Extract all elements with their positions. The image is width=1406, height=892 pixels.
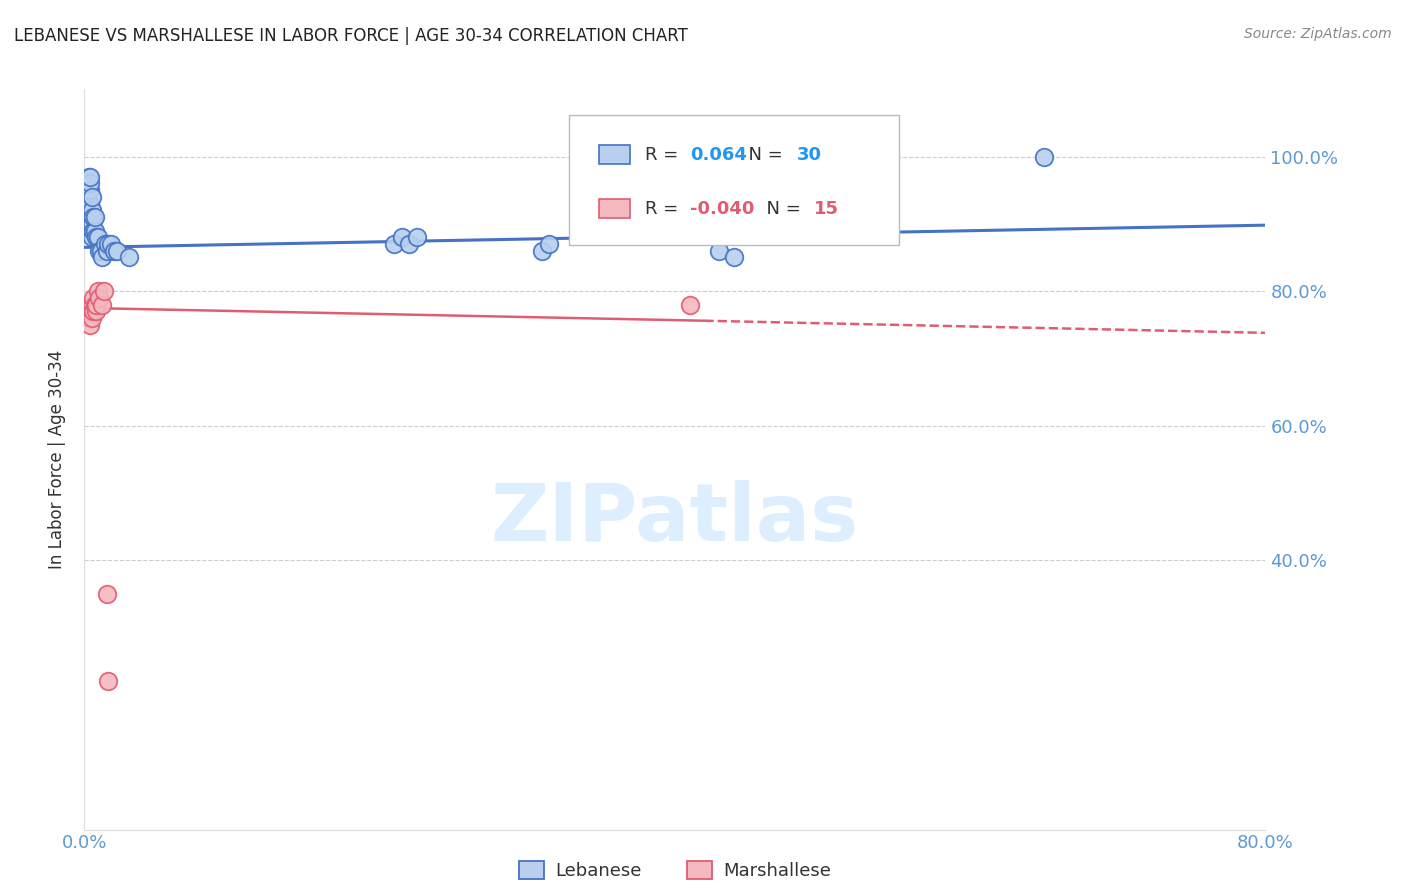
Point xyxy=(79,177,101,191)
Point xyxy=(538,237,561,252)
Point xyxy=(89,291,111,305)
Point xyxy=(118,251,141,265)
Point xyxy=(84,297,107,311)
Point xyxy=(77,311,100,326)
Point xyxy=(97,674,120,689)
Point xyxy=(79,169,101,184)
Point xyxy=(86,284,108,298)
Point xyxy=(82,223,104,237)
Point xyxy=(82,304,104,318)
Y-axis label: In Labor Force | Age 30-34: In Labor Force | Age 30-34 xyxy=(48,350,66,569)
Text: R =: R = xyxy=(645,200,685,218)
Point xyxy=(83,210,105,224)
Point xyxy=(79,196,101,211)
Text: ZIPatlas: ZIPatlas xyxy=(491,480,859,558)
Point xyxy=(77,196,100,211)
Point xyxy=(709,244,731,258)
Point xyxy=(80,230,103,244)
Point xyxy=(91,251,114,265)
Point xyxy=(84,304,107,318)
Point xyxy=(100,237,122,252)
Legend: Lebanese, Marshallese: Lebanese, Marshallese xyxy=(512,854,838,888)
Text: -0.040: -0.040 xyxy=(690,200,755,218)
FancyBboxPatch shape xyxy=(568,115,900,244)
Text: R =: R = xyxy=(645,145,685,163)
Point xyxy=(97,237,120,252)
Point xyxy=(723,251,745,265)
Point xyxy=(79,304,101,318)
Point xyxy=(77,183,100,197)
Point xyxy=(83,223,105,237)
Point xyxy=(1032,149,1054,163)
FancyBboxPatch shape xyxy=(599,199,630,219)
Point xyxy=(80,217,103,231)
Point xyxy=(91,297,114,311)
Point xyxy=(90,244,112,258)
FancyBboxPatch shape xyxy=(599,145,630,164)
Point xyxy=(405,230,427,244)
Point xyxy=(80,203,103,218)
Point xyxy=(94,237,117,252)
Text: 30: 30 xyxy=(797,145,821,163)
Point xyxy=(80,311,103,326)
Point xyxy=(96,587,118,601)
Point xyxy=(82,210,104,224)
Point xyxy=(398,237,420,252)
Text: N =: N = xyxy=(755,200,807,218)
Point xyxy=(77,169,100,184)
Point xyxy=(391,230,413,244)
Text: 15: 15 xyxy=(814,200,839,218)
Point xyxy=(80,190,103,204)
Point xyxy=(76,210,98,224)
Point xyxy=(382,237,406,252)
Text: N =: N = xyxy=(738,145,789,163)
Point xyxy=(82,291,104,305)
Point xyxy=(79,318,101,332)
Text: Source: ZipAtlas.com: Source: ZipAtlas.com xyxy=(1244,27,1392,41)
Point xyxy=(83,297,105,311)
Point xyxy=(84,230,107,244)
Text: LEBANESE VS MARSHALLESE IN LABOR FORCE | AGE 30-34 CORRELATION CHART: LEBANESE VS MARSHALLESE IN LABOR FORCE |… xyxy=(14,27,688,45)
Point xyxy=(89,244,111,258)
Point xyxy=(93,284,115,298)
Point xyxy=(96,244,118,258)
Point xyxy=(105,244,128,258)
Text: 0.064: 0.064 xyxy=(690,145,747,163)
Point xyxy=(86,230,108,244)
Point xyxy=(678,297,700,311)
Point xyxy=(80,297,103,311)
Point xyxy=(79,183,101,197)
Point xyxy=(103,244,125,258)
Point xyxy=(530,244,553,258)
